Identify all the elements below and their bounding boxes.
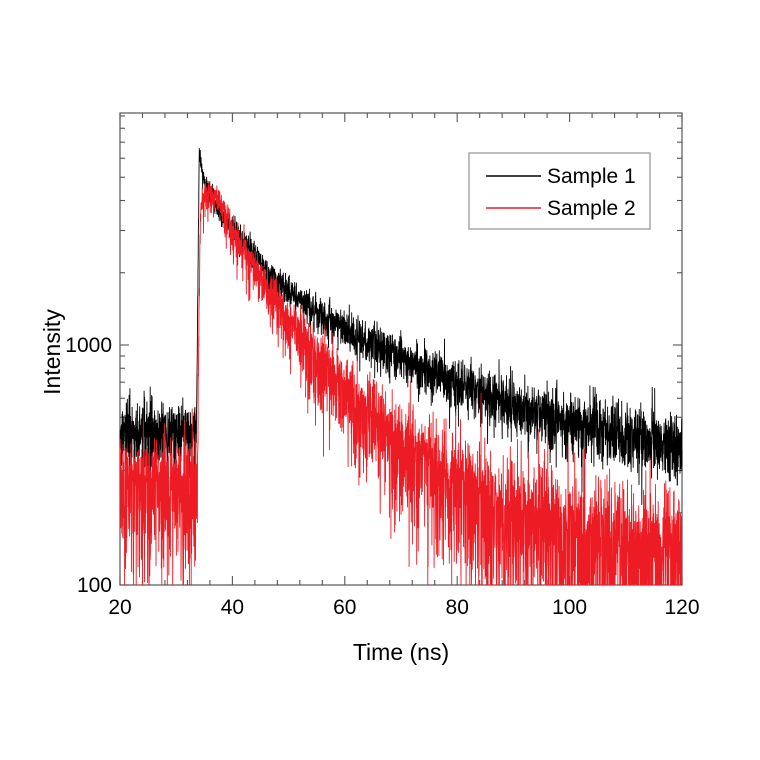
y-tick-label: 1000 — [65, 334, 112, 357]
x-axis-label: Time (ns) — [353, 639, 449, 665]
y-axis-label: Intensity — [39, 309, 65, 395]
axes-box — [119, 112, 683, 586]
x-tick-label: 20 — [108, 596, 131, 619]
data-traces — [119, 148, 683, 586]
x-tick-label: 120 — [664, 596, 699, 619]
x-tick-label: 80 — [446, 596, 469, 619]
plot-frame — [119, 112, 683, 586]
legend-item-sample-1: Sample 1 — [486, 165, 636, 188]
series-sample-2 — [119, 180, 683, 586]
tick-labels: 20 40 60 80 100 120 100 1000 — [65, 334, 699, 619]
legend: Sample 1 Sample 2 — [468, 152, 651, 230]
legend-label-sample-1: Sample 1 — [547, 165, 636, 188]
legend-box — [468, 152, 651, 230]
x-tick-label: 60 — [333, 596, 356, 619]
legend-item-sample-2: Sample 2 — [486, 197, 636, 220]
x-tick-label: 100 — [552, 596, 587, 619]
y-tick-label: 100 — [77, 574, 112, 597]
legend-label-sample-2: Sample 2 — [547, 197, 636, 220]
x-tick-label: 40 — [221, 596, 244, 619]
